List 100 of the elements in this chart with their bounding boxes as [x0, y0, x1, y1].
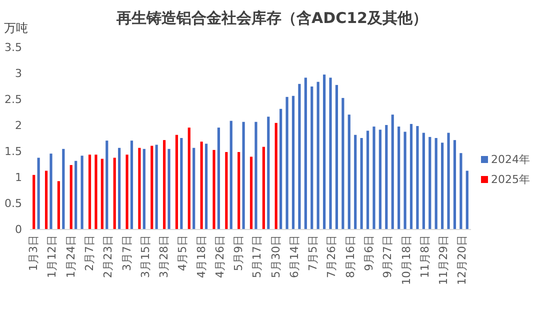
y-tick-label: 2.5	[4, 93, 22, 106]
bar	[188, 128, 190, 229]
bar	[126, 154, 128, 229]
bar	[466, 170, 468, 229]
bar	[150, 146, 154, 229]
bar	[460, 153, 462, 229]
chart-title: 再生铸造铝合金社会库存（含ADC12及其他）	[116, 9, 428, 27]
bar	[354, 134, 357, 229]
bar	[50, 154, 52, 229]
bar	[410, 124, 413, 229]
bar	[37, 158, 40, 229]
x-tick-label: 11月29日	[437, 235, 450, 285]
x-tick-label: 9月27日	[381, 235, 394, 278]
bar	[217, 128, 220, 229]
bar	[200, 142, 203, 229]
bar	[155, 144, 158, 229]
x-tick-label: 9月6日	[362, 235, 376, 271]
bar	[342, 98, 344, 229]
bar	[88, 154, 92, 229]
x-tick-label: 7月5日	[306, 235, 320, 271]
bar	[422, 132, 425, 229]
bar	[447, 132, 450, 229]
x-tick-label: 11月8日	[418, 235, 432, 278]
bar	[378, 130, 382, 229]
bar	[168, 148, 170, 229]
y-tick-label: 0.5	[4, 197, 22, 210]
bar	[204, 144, 208, 229]
x-tick-label: 3月7日	[120, 235, 134, 271]
bar	[441, 142, 444, 229]
bar	[366, 130, 370, 229]
legend-label: 2024年	[491, 153, 530, 166]
bar	[74, 160, 78, 229]
x-tick-label: 2月7日	[83, 235, 96, 271]
bar	[138, 148, 141, 229]
bar	[304, 78, 307, 229]
x-tick-label: 3月28日	[158, 235, 171, 278]
bar	[57, 181, 60, 229]
legend-label: 2025年	[491, 173, 530, 186]
bar	[32, 174, 36, 229]
bar	[238, 152, 240, 229]
bar	[242, 122, 245, 229]
bar	[100, 158, 104, 229]
bar	[142, 148, 146, 229]
bar	[130, 140, 134, 229]
bar	[274, 122, 278, 229]
bar	[316, 82, 320, 229]
bar	[250, 156, 253, 229]
bar	[391, 114, 394, 229]
x-tick-label: 3月15日	[138, 235, 152, 278]
x-tick-label: 5月9日	[232, 235, 246, 271]
x-tick-label: 5月30日	[269, 235, 282, 278]
bar	[162, 140, 166, 229]
bar	[416, 126, 419, 229]
bar	[267, 116, 270, 229]
bar	[175, 134, 178, 229]
bar	[298, 84, 301, 229]
bar	[180, 138, 183, 229]
x-tick-label: 4月26日	[213, 235, 226, 278]
bar	[106, 140, 108, 229]
y-tick-label: 0	[15, 223, 22, 236]
bar	[230, 120, 232, 229]
y-tick-label: 2	[15, 119, 22, 132]
bar	[372, 126, 376, 229]
bar	[428, 136, 432, 229]
x-tick-label: 4月5日	[176, 235, 190, 271]
x-tick-label: 1月24日	[64, 235, 78, 278]
bar	[286, 96, 288, 229]
x-tick-label: 5月17日	[250, 235, 264, 278]
bar	[360, 138, 363, 229]
bar	[453, 140, 456, 229]
bar	[212, 150, 216, 229]
bar	[44, 170, 48, 229]
y-tick-label: 3.5	[4, 41, 22, 54]
bar	[280, 108, 282, 229]
bar	[322, 74, 326, 229]
bar	[118, 148, 121, 229]
y-tick-label: 3	[15, 67, 22, 80]
bar	[94, 154, 98, 229]
y-tick-label: 1.5	[4, 145, 22, 158]
x-tick-label: 1月3日	[27, 235, 40, 271]
bar	[262, 146, 265, 229]
y-tick-label: 1	[15, 171, 22, 184]
x-tick-label: 7月26日	[325, 235, 338, 278]
bar	[70, 165, 72, 229]
bar	[62, 148, 65, 229]
bar	[80, 156, 84, 229]
x-tick-label: 8月16日	[344, 235, 357, 278]
bar	[192, 148, 196, 229]
bar	[113, 158, 116, 229]
bar	[310, 86, 314, 229]
bar	[292, 96, 295, 229]
bar	[404, 132, 406, 229]
bar	[398, 126, 400, 229]
bar	[385, 125, 388, 229]
y-axis-title: 万吨	[4, 21, 28, 35]
x-tick-label: 6月14日	[288, 235, 301, 278]
bar	[225, 152, 228, 229]
x-tick-label: 12月20日	[456, 235, 469, 285]
bar	[329, 78, 332, 229]
bar	[434, 138, 438, 229]
